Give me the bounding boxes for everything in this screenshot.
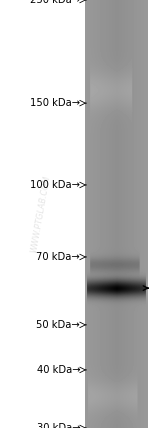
Text: WWW.PTGLAB.COM: WWW.PTGLAB.COM	[29, 175, 52, 253]
Text: 150 kDa→: 150 kDa→	[30, 98, 80, 108]
Text: 40 kDa→: 40 kDa→	[37, 365, 80, 375]
Text: 50 kDa→: 50 kDa→	[36, 320, 80, 330]
Text: 250 kDa→: 250 kDa→	[30, 0, 80, 5]
Text: 30 kDa→: 30 kDa→	[37, 423, 80, 428]
Text: 70 kDa→: 70 kDa→	[36, 252, 80, 262]
Text: 100 kDa→: 100 kDa→	[30, 180, 80, 190]
